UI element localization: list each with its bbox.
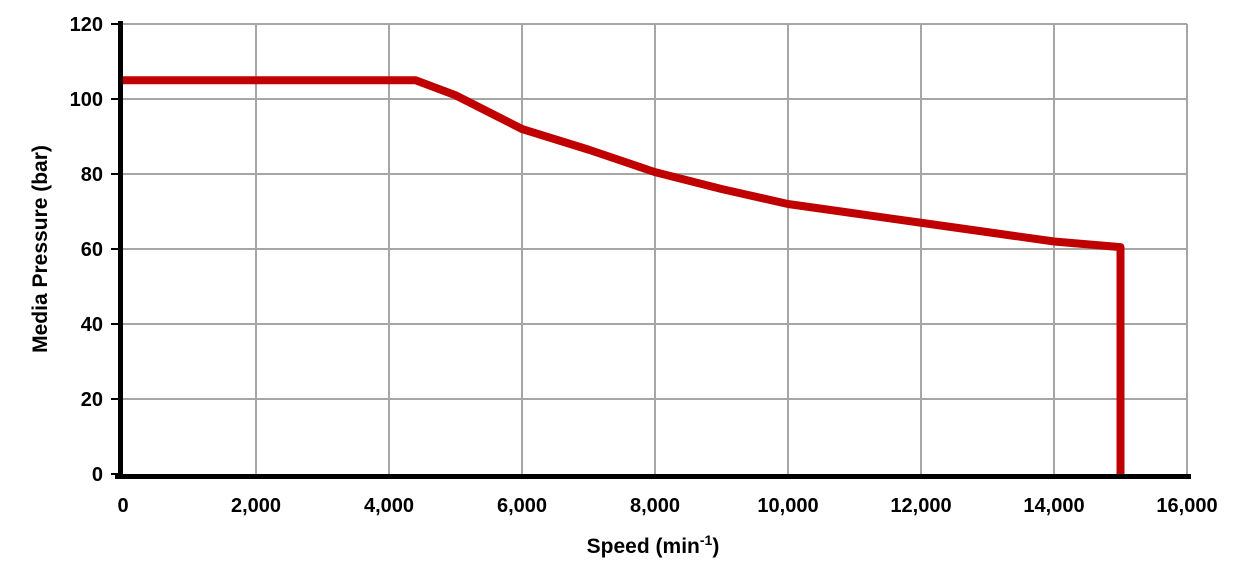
y-tick-label: 120 (70, 14, 103, 36)
y-axis-ticks (111, 23, 118, 475)
max-media-pressure-limit-line (123, 76, 1125, 474)
y-tick-label: 20 (81, 389, 103, 411)
x-tick-label: 14,000 (1023, 495, 1084, 517)
y-tick-label: 100 (70, 89, 103, 111)
x-axis-title-superscript: -1 (700, 532, 713, 548)
y-tick-label: 80 (81, 164, 103, 186)
x-tick-label: 10,000 (757, 495, 818, 517)
x-tick-label: 2,000 (231, 495, 281, 517)
y-tick-label: 40 (81, 314, 103, 336)
axes (115, 21, 1191, 479)
x-tick-labels: 0 2,000 4,000 6,000 8,000 10,000 12,000 14,000 1… (117, 495, 1217, 517)
y-tick-label: 0 (92, 464, 103, 486)
x-tick-label: 0 (117, 495, 128, 517)
x-tick-label: 8,000 (630, 495, 680, 517)
x-tick-label: 4,000 (364, 495, 414, 517)
x-tick-label: 6,000 (497, 495, 547, 517)
x-axis-title: Speed (min-1) (587, 532, 720, 558)
y-tick-labels: 0 20 40 60 80 100 120 (70, 14, 103, 486)
x-axis-title-main: Speed (min (587, 535, 700, 558)
x-tick-label: 12,000 (890, 495, 951, 517)
x-axis-title-close: ) (712, 535, 719, 558)
x-tick-label: 16,000 (1156, 495, 1217, 517)
horizontal-gridlines (123, 23, 1187, 400)
y-axis-title: Media Pressure (bar) (29, 145, 52, 353)
y-tick-label: 60 (81, 239, 103, 261)
series-lines (123, 76, 1125, 474)
